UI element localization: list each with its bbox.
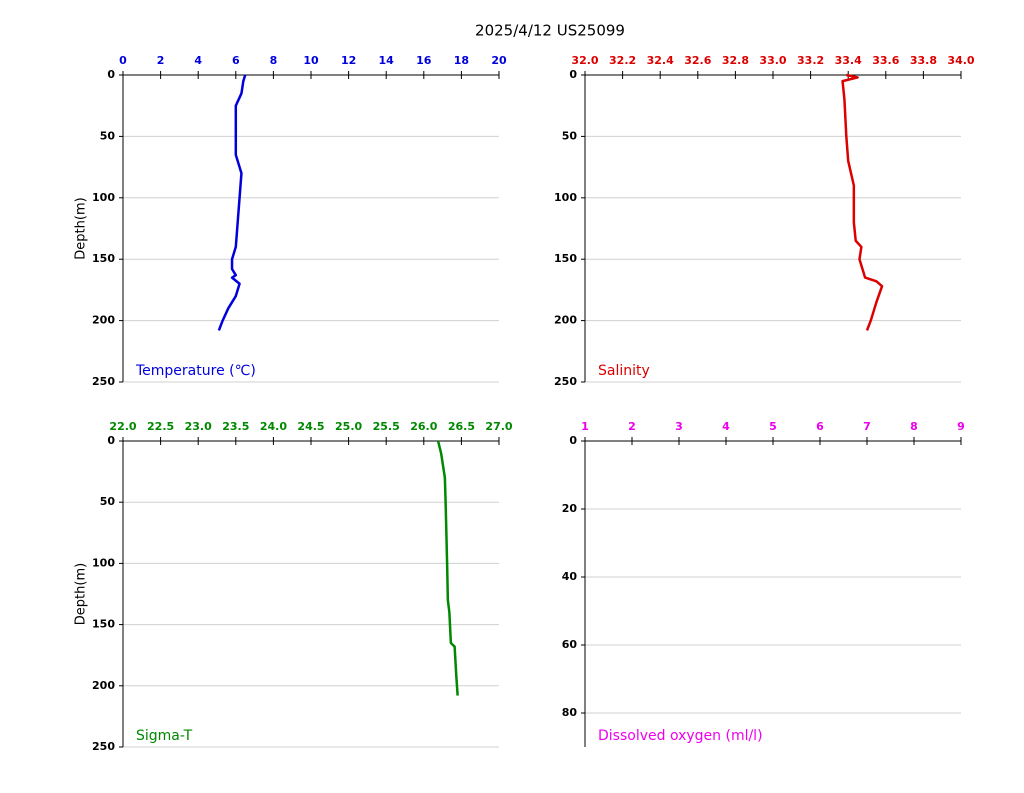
y-tick-label: 250 bbox=[92, 375, 115, 388]
y-axis-label: Depth(m) bbox=[74, 563, 89, 625]
x-tick-label: 25.5 bbox=[373, 420, 400, 433]
x-tick-label: 33.8 bbox=[910, 54, 937, 67]
x-tick-label: 12 bbox=[341, 54, 356, 67]
x-tick-label: 20 bbox=[491, 54, 507, 67]
y-tick-label: 150 bbox=[92, 252, 115, 265]
y-tick-label: 50 bbox=[562, 129, 578, 142]
x-tick-label: 32.4 bbox=[647, 54, 674, 67]
x-tick-label: 3 bbox=[675, 420, 683, 433]
y-tick-label: 0 bbox=[569, 68, 577, 81]
panel-label: Temperature (℃) bbox=[135, 363, 256, 379]
x-tick-label: 10 bbox=[303, 54, 319, 67]
y-tick-label: 200 bbox=[92, 314, 115, 327]
y-tick-label: 0 bbox=[569, 434, 577, 447]
y-tick-label: 150 bbox=[92, 618, 115, 631]
x-tick-label: 18 bbox=[454, 54, 469, 67]
y-tick-label: 100 bbox=[92, 191, 115, 204]
x-tick-label: 0 bbox=[119, 54, 127, 67]
x-tick-label: 6 bbox=[816, 420, 824, 433]
y-tick-label: 150 bbox=[554, 252, 577, 265]
profile-line bbox=[217, 74, 247, 331]
x-tick-label: 14 bbox=[379, 54, 395, 67]
y-tick-label: 200 bbox=[554, 314, 577, 327]
x-tick-label: 23.5 bbox=[222, 420, 249, 433]
y-tick-label: 50 bbox=[100, 495, 116, 508]
panel-label: Sigma-T bbox=[136, 728, 193, 744]
x-tick-label: 32.0 bbox=[571, 54, 598, 67]
x-tick-label: 32.2 bbox=[609, 54, 636, 67]
x-tick-label: 27.0 bbox=[485, 420, 512, 433]
x-tick-label: 2 bbox=[157, 54, 165, 67]
y-tick-label: 100 bbox=[92, 556, 115, 569]
x-tick-label: 24.0 bbox=[260, 420, 287, 433]
x-tick-label: 24.5 bbox=[297, 420, 324, 433]
y-tick-label: 40 bbox=[562, 570, 578, 583]
y-tick-label: 0 bbox=[107, 68, 115, 81]
y-tick-label: 80 bbox=[562, 706, 578, 719]
x-tick-label: 32.6 bbox=[684, 54, 711, 67]
x-tick-label: 6 bbox=[232, 54, 240, 67]
x-tick-label: 34.0 bbox=[947, 54, 974, 67]
x-tick-label: 33.0 bbox=[759, 54, 786, 67]
y-tick-label: 20 bbox=[562, 502, 578, 515]
x-tick-label: 26.0 bbox=[410, 420, 437, 433]
y-tick-label: 250 bbox=[554, 375, 577, 388]
profile-line bbox=[841, 73, 884, 331]
x-tick-label: 33.6 bbox=[872, 54, 899, 67]
panel-label: Salinity bbox=[598, 363, 650, 379]
x-tick-label: 5 bbox=[769, 420, 777, 433]
y-tick-label: 200 bbox=[92, 679, 115, 692]
x-tick-label: 22.5 bbox=[147, 420, 174, 433]
x-tick-label: 8 bbox=[270, 54, 278, 67]
x-tick-label: 9 bbox=[957, 420, 965, 433]
profile-line bbox=[436, 440, 459, 696]
x-tick-label: 25.0 bbox=[335, 420, 362, 433]
x-tick-label: 1 bbox=[581, 420, 589, 433]
x-tick-label: 33.4 bbox=[835, 54, 862, 67]
x-tick-label: 16 bbox=[416, 54, 432, 67]
x-tick-label: 22.0 bbox=[109, 420, 136, 433]
x-tick-label: 33.2 bbox=[797, 54, 824, 67]
x-tick-label: 4 bbox=[194, 54, 202, 67]
x-tick-label: 7 bbox=[863, 420, 871, 433]
y-tick-label: 50 bbox=[100, 129, 116, 142]
panel-label: Dissolved oxygen (ml/l) bbox=[598, 728, 763, 744]
y-tick-label: 100 bbox=[554, 191, 577, 204]
y-tick-label: 250 bbox=[92, 740, 115, 753]
x-tick-label: 2 bbox=[628, 420, 636, 433]
y-tick-label: 60 bbox=[562, 638, 578, 651]
x-tick-label: 8 bbox=[910, 420, 918, 433]
x-tick-label: 32.8 bbox=[722, 54, 749, 67]
figure-title: 2025/4/12 US25099 bbox=[475, 22, 625, 40]
y-tick-label: 0 bbox=[107, 434, 115, 447]
x-tick-label: 23.0 bbox=[185, 420, 212, 433]
y-axis-label: Depth(m) bbox=[74, 197, 89, 259]
x-tick-label: 4 bbox=[722, 420, 730, 433]
x-tick-label: 26.5 bbox=[448, 420, 475, 433]
